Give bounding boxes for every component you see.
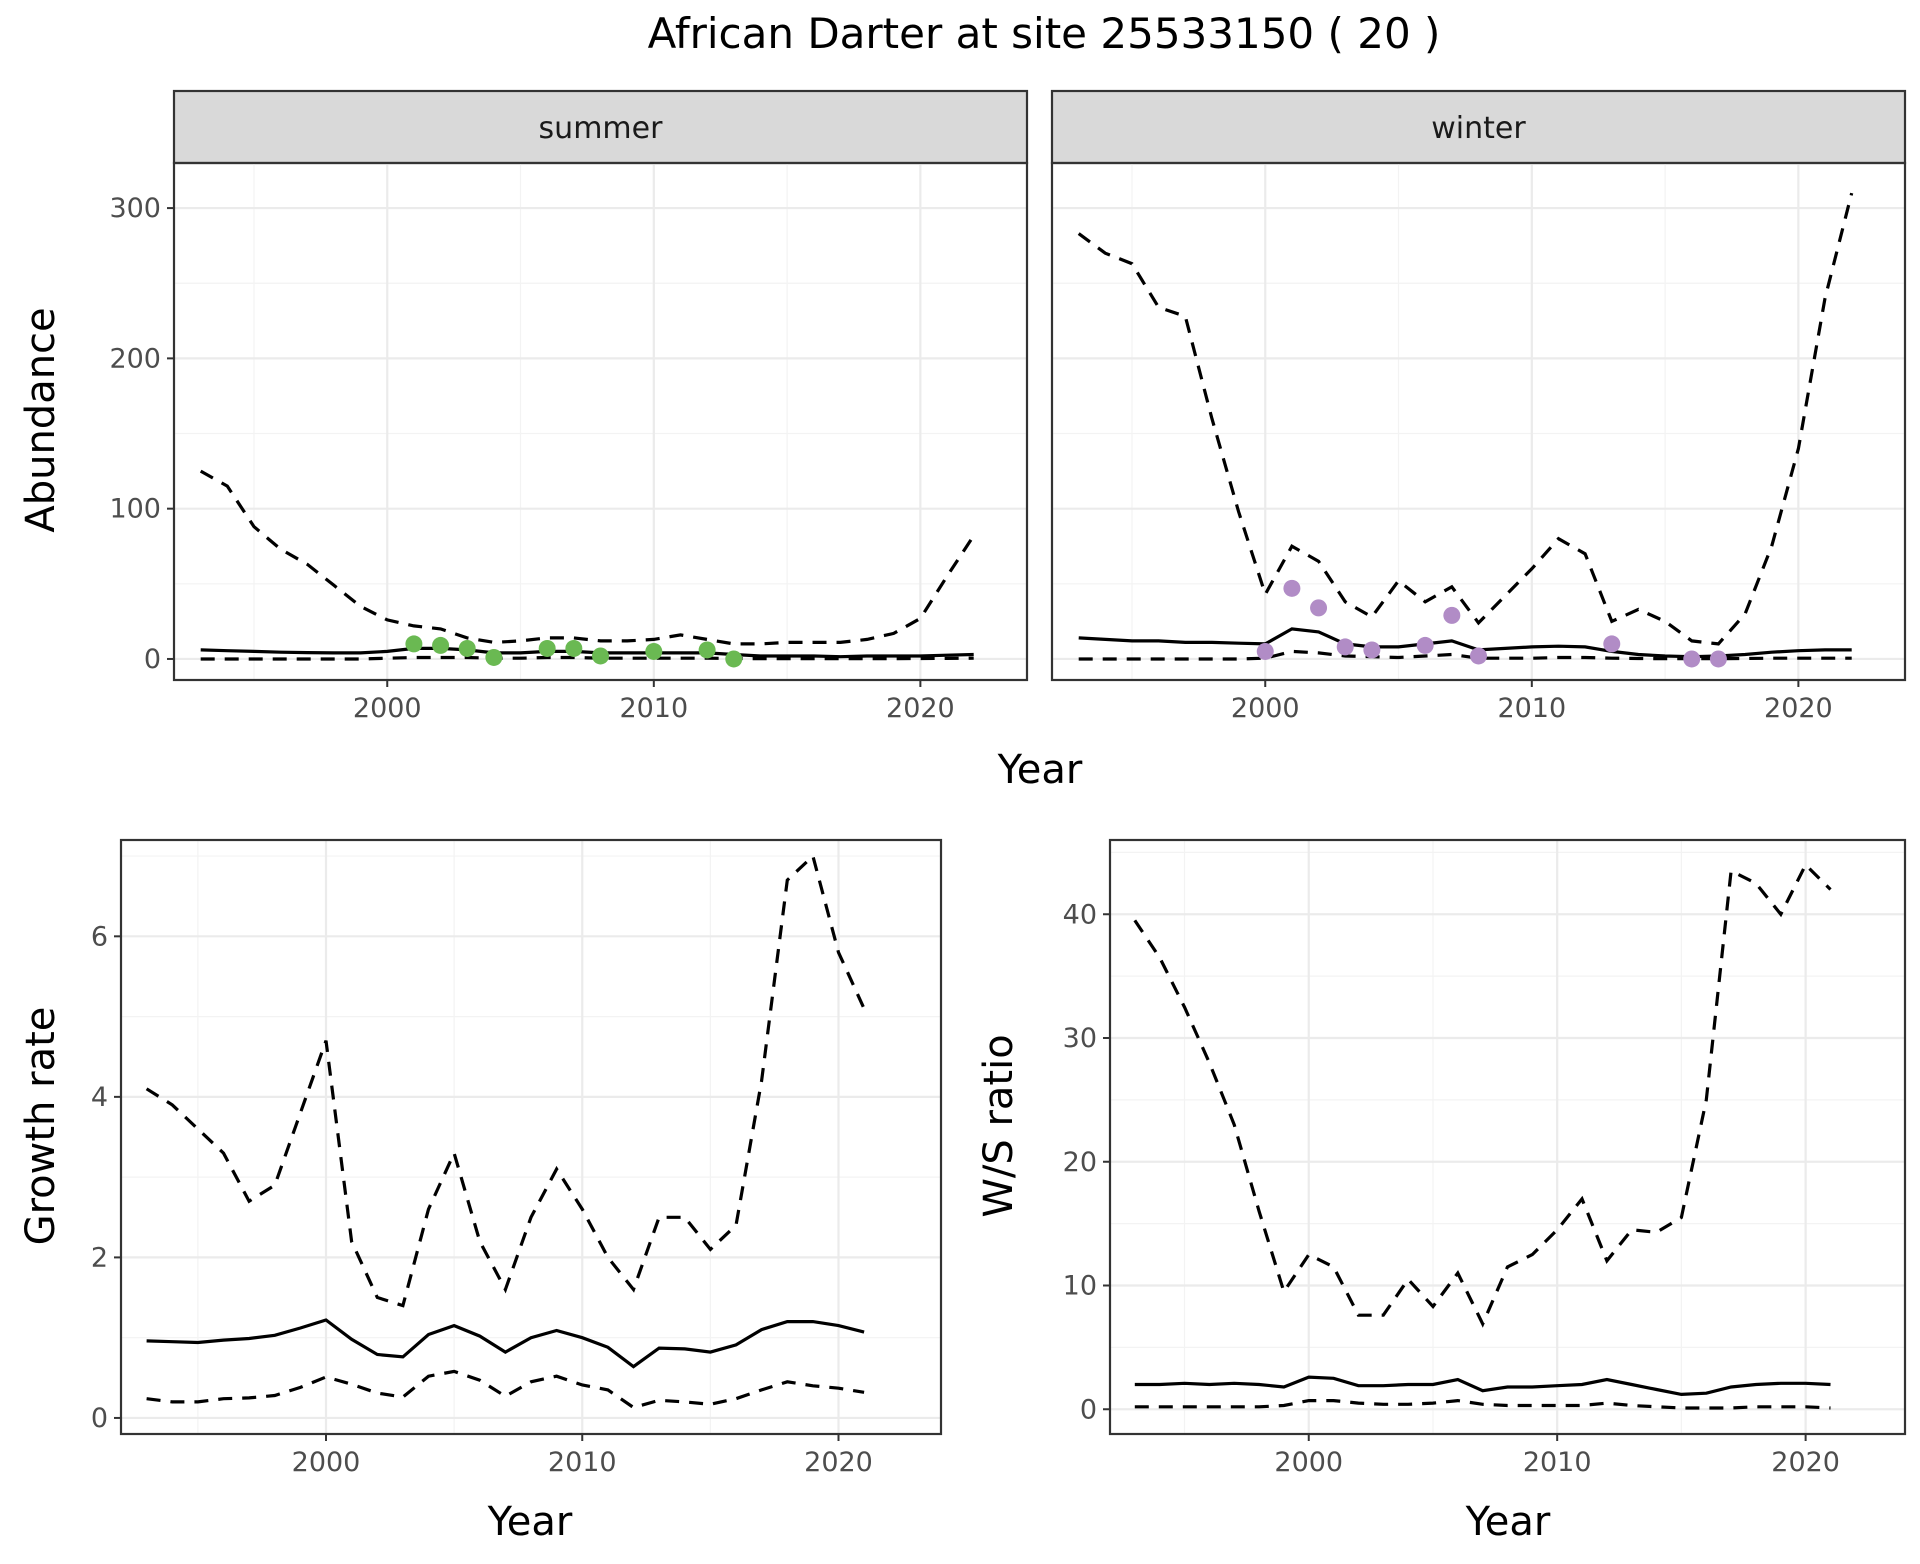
panel-border (172, 161, 1029, 682)
series-bound-line-1 (1077, 192, 1854, 646)
series-bound-line-1 (1133, 862, 1832, 1328)
y-tick-label: 40 (1063, 899, 1097, 930)
data-point (1283, 579, 1301, 597)
facet-strip-label: summer (539, 111, 664, 146)
abundance-x-label: Year (997, 747, 1083, 793)
series-bound-line-1 (199, 469, 976, 646)
facet-strip (1050, 89, 1907, 165)
figure-title: African Darter at site 25533150 ( 20 ) (648, 9, 1441, 58)
data-point (1256, 642, 1274, 660)
data-point (405, 635, 423, 653)
data-point (1709, 650, 1727, 668)
data-point (1336, 638, 1354, 656)
data-point (432, 636, 450, 654)
data-point (1310, 599, 1328, 617)
series-bound-line-1 (145, 853, 866, 1308)
facet-strip-label: winter (1431, 111, 1526, 146)
data-point (645, 642, 663, 660)
growth-x-label: Year (487, 1499, 573, 1545)
x-tick-label: 2010 (548, 1447, 617, 1478)
abundance-y-label: Abundance (18, 307, 64, 532)
y-tick-label: 30 (1063, 1023, 1097, 1054)
y-tick-label: 4 (91, 1082, 108, 1113)
y-tick-label: 0 (144, 644, 161, 675)
data-point (592, 647, 609, 665)
x-tick-label: 2010 (619, 693, 688, 724)
series-bound-line-2 (1078, 649, 1852, 661)
series-estimate-line-0 (146, 1318, 865, 1369)
growth-y-label: Growth rate (18, 1007, 64, 1246)
x-tick-label: 2000 (1274, 1447, 1343, 1478)
panel-summer: summer 2000 2010 2020 0 100 200 300 (109, 89, 1029, 724)
data-point (1470, 647, 1487, 665)
data-point (538, 639, 556, 657)
panel-border (119, 838, 943, 1436)
data-point (1603, 635, 1621, 653)
x-tick-label: 2020 (804, 1447, 873, 1478)
data-point (698, 641, 716, 659)
panel-border (1050, 161, 1907, 682)
y-tick-label: 2 (91, 1242, 108, 1273)
y-tick-label: 10 (1063, 1271, 1097, 1302)
y-tick-label: 0 (1080, 1394, 1097, 1425)
y-tick-label: 100 (109, 494, 161, 525)
x-tick-label: 2020 (886, 693, 955, 724)
x-tick-label: 2020 (1764, 693, 1833, 724)
data-point (1363, 641, 1381, 659)
series-bound-line-2 (200, 655, 974, 661)
data-point (485, 648, 503, 666)
panel-growth-rate: 2000 2010 2020 0 2 4 6 (91, 838, 943, 1478)
data-point (1443, 606, 1461, 624)
data-point (458, 639, 476, 657)
x-tick-label: 2000 (1231, 693, 1300, 724)
x-tick-label: 2000 (353, 693, 422, 724)
series-estimate-line-0 (1134, 1375, 1831, 1397)
ws-y-label: W/S ratio (976, 1034, 1022, 1217)
y-tick-label: 6 (91, 921, 108, 952)
y-tick-label: 0 (91, 1403, 108, 1434)
data-point (1683, 650, 1701, 668)
data-point (565, 639, 583, 657)
y-tick-label: 20 (1063, 1147, 1097, 1178)
x-tick-label: 2010 (1523, 1447, 1592, 1478)
data-point (725, 650, 743, 668)
series-bound-line-2 (1134, 1398, 1831, 1410)
ws-x-label: Year (1465, 1499, 1551, 1545)
panel-border (1108, 838, 1907, 1436)
x-tick-label: 2010 (1497, 693, 1566, 724)
panel-winter: winter 2000 2010 2020 (1050, 89, 1907, 724)
y-tick-label: 300 (109, 193, 161, 224)
facet-strip (172, 89, 1029, 165)
series-bound-line-2 (146, 1369, 865, 1410)
panel-ws-ratio: 2000 2010 2020 0 10 20 30 40 (1063, 838, 1907, 1478)
x-tick-label: 2000 (292, 1447, 361, 1478)
series-estimate-line-0 (200, 646, 974, 659)
data-point (1416, 636, 1434, 654)
x-tick-label: 2020 (1771, 1447, 1840, 1478)
y-tick-label: 200 (109, 343, 161, 374)
